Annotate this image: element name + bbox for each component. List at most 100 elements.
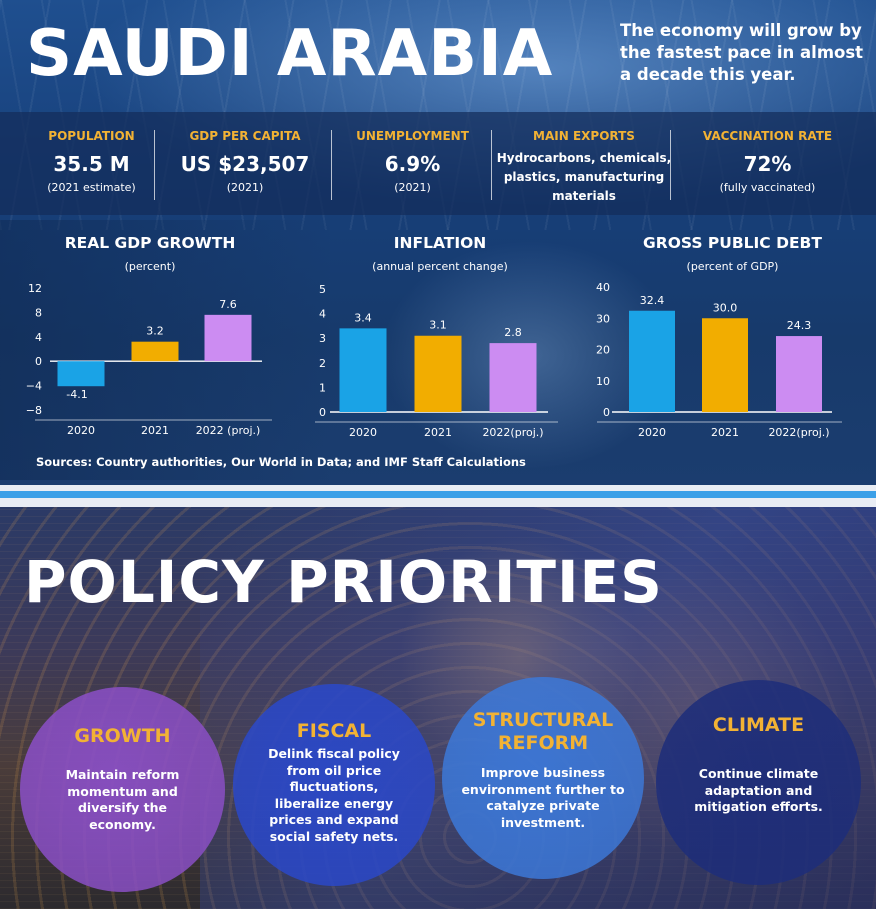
exports-line: materials	[552, 189, 616, 203]
y-tick-label: 0	[603, 406, 610, 419]
public-debt-chart: 40 30 20 10 0 32.4 2020 30.0 2021 24.3 2022(proj.)	[596, 281, 842, 439]
stat-population: POPULATION 35.5 M (2021 estimate)	[30, 112, 153, 215]
priority-fiscal: FISCAL Delink fiscal policy from oil pri…	[233, 684, 435, 886]
bar	[57, 361, 105, 387]
chart-subtitle-gdp: (percent)	[124, 260, 176, 273]
y-tick-label: 30	[596, 312, 610, 325]
bar-value-label: 7.6	[219, 298, 237, 311]
stat-value: 35.5 M	[53, 152, 130, 176]
priority-title-line: STRUCTURAL	[472, 709, 614, 731]
priority-line: momentum and	[67, 783, 178, 799]
page-title: SAUDI ARABIA	[26, 17, 554, 91]
stat-divider	[491, 130, 492, 200]
x-tick-label: 2020	[349, 426, 377, 439]
bar-value-label: 3.2	[146, 325, 164, 338]
bar	[414, 335, 462, 412]
x-tick-label: 2020	[67, 424, 95, 437]
stat-divider	[331, 130, 332, 200]
policy-panel: POLICY PRIORITIES GROWTH Maintain reform…	[0, 507, 876, 909]
stat-note: (2021)	[226, 181, 264, 194]
chart-title-debt: GROSS PUBLIC DEBT	[643, 234, 822, 252]
exports-line: Hydrocarbons, chemicals,	[496, 151, 672, 165]
priority-title: CLIMATE	[712, 714, 805, 736]
bar	[629, 310, 675, 412]
y-tick-label: 3	[319, 332, 326, 345]
stat-label: MAIN EXPORTS	[533, 129, 635, 143]
bar-value-label: 32.4	[640, 294, 665, 307]
y-tick-label: 4	[319, 308, 326, 321]
stats-bar: POPULATION 35.5 M (2021 estimate) GDP PE…	[0, 112, 876, 215]
y-tick-label: 12	[28, 282, 42, 295]
bar-value-label: 3.1	[429, 319, 447, 332]
stat-main-exports: MAIN EXPORTS Hydrocarbons, chemicals, pl…	[494, 112, 674, 215]
stat-label: VACCINATION RATE	[702, 129, 833, 143]
priority-title-line: REFORM	[497, 732, 589, 754]
bar	[489, 343, 537, 412]
sources-note: Sources: Country authorities, Our World …	[36, 455, 526, 469]
priority-line: adaptation and	[704, 782, 813, 798]
y-tick-label: 4	[35, 331, 42, 344]
policy-title: POLICY PRIORITIES	[24, 548, 663, 616]
stat-value: US $23,507	[180, 152, 310, 176]
bar	[204, 314, 252, 362]
bar-value-label: -4.1	[66, 388, 87, 401]
stat-divider	[670, 130, 671, 200]
priority-line: social safety nets.	[269, 828, 399, 844]
priority-climate: CLIMATE Continue climate adaptation and …	[656, 680, 861, 885]
priority-title: FISCAL	[296, 720, 372, 742]
bar-value-label: 3.4	[354, 311, 372, 324]
priority-line: Continue climate	[698, 766, 819, 781]
x-tick-label: 2020	[638, 426, 666, 439]
stat-exports-text: Hydrocarbons, chemicals, plastics, manuf…	[494, 149, 674, 206]
stat-value: 72%	[743, 152, 792, 176]
stat-label: POPULATION	[48, 129, 135, 143]
priority-line: diversify the	[77, 800, 168, 815]
bar	[776, 336, 822, 412]
priority-text: Improve business environment further to …	[456, 765, 630, 831]
priority-growth: GROWTH Maintain reform momentum and dive…	[20, 687, 225, 892]
priority-line: Maintain reform	[65, 767, 180, 782]
bar-value-label: 2.8	[504, 326, 522, 339]
exports-line: plastics, manufacturing	[503, 170, 665, 184]
priority-text: Maintain reform momentum and diversify t…	[40, 767, 205, 833]
page-subtitle: The economy will grow by the fastest pac…	[620, 21, 864, 84]
x-tick-label: 2021	[141, 424, 169, 437]
priority-line: fluctuations,	[289, 779, 379, 794]
x-tick-label: 2022(proj.)	[768, 426, 829, 439]
section-divider	[0, 485, 876, 507]
stat-divider	[154, 130, 155, 200]
priority-line: liberalize energy	[274, 795, 394, 811]
priority-line: investment.	[500, 814, 586, 830]
y-tick-label: 8	[35, 306, 42, 319]
x-tick-label: 2022(proj.)	[482, 426, 543, 439]
priority-title: STRUCTURAL REFORM	[442, 709, 644, 755]
bar-value-label: 24.3	[787, 319, 812, 332]
chart-title-inflation: INFLATION	[393, 234, 487, 252]
y-tick-label: 0	[319, 406, 326, 419]
bar	[702, 318, 748, 412]
chart-subtitle-inflation: (annual percent change)	[372, 260, 508, 273]
gdp-growth-chart: 12 8 4 0 −4 −8 -4.1 2020 3.2 2021 7.6 2022 (proj.)	[26, 282, 272, 437]
stat-note: (2021)	[394, 181, 431, 194]
bar-value-label: 30.0	[713, 301, 738, 314]
priority-text: Delink fiscal policy from oil price fluc…	[253, 746, 415, 845]
y-tick-label: −4	[26, 380, 42, 393]
stat-unemployment: UNEMPLOYMENT 6.9% (2021)	[340, 112, 485, 215]
priority-line: from oil price	[286, 762, 382, 778]
stat-note: (fully vaccinated)	[719, 181, 816, 194]
y-tick-label: 20	[596, 344, 610, 357]
inflation-chart: 5 4 3 2 1 0 3.4 2020 3.1 2021 2.8 2022(proj.)	[315, 283, 558, 439]
bar	[339, 328, 387, 412]
y-tick-label: 10	[596, 375, 610, 388]
economy-panel: SAUDI ARABIA The economy will grow by th…	[0, 0, 876, 485]
priority-line: Delink fiscal policy	[268, 746, 400, 761]
x-tick-label: 2022 (proj.)	[196, 424, 261, 437]
stat-value: 6.9%	[384, 152, 441, 176]
y-tick-label: 40	[596, 281, 610, 294]
chart-title-gdp: REAL GDP GROWTH	[64, 234, 236, 252]
stat-gdp-per-capita: GDP PER CAPITA US $23,507 (2021)	[170, 112, 320, 215]
chart-subtitle-debt: (percent of GDP)	[686, 260, 779, 273]
priority-line: Improve business	[480, 765, 606, 780]
bar	[131, 341, 179, 362]
